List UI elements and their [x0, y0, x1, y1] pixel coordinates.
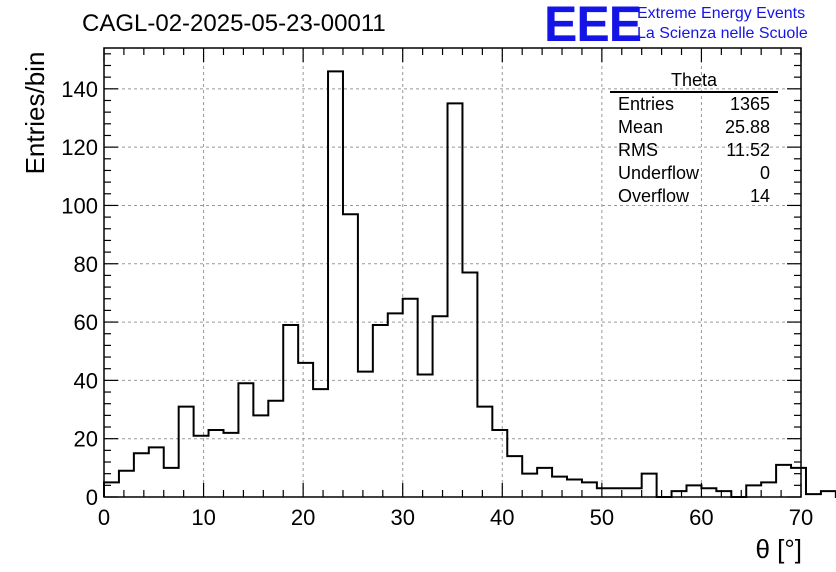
histogram-bin [597, 488, 612, 497]
stats-value: 14 [749, 186, 770, 206]
histogram-bin [761, 482, 776, 497]
histogram-bin [358, 372, 373, 497]
histogram-bin [283, 325, 298, 497]
y-tick-label: 0 [86, 485, 98, 510]
chart-title: CAGL-02-2025-05-23-00011 [82, 10, 386, 37]
histogram-bin [313, 389, 328, 497]
stats-label: Entries [618, 94, 675, 114]
y-tick-label: 80 [74, 252, 98, 277]
x-tick-label: 40 [490, 505, 514, 530]
eee-logo: EEE [544, 0, 642, 52]
x-tick-label: 70 [789, 505, 813, 530]
stats-value: 0 [759, 163, 770, 183]
stats-row: Entries 1365 [610, 93, 778, 116]
histogram-bin [612, 488, 627, 497]
histogram-bin [328, 71, 343, 497]
y-tick-label: 120 [61, 135, 98, 160]
stats-box: Theta Entries 1365 Mean 25.88 RMS 11.52 Und… [610, 70, 778, 208]
y-tick-label: 100 [61, 193, 98, 218]
histogram-bin [582, 482, 597, 497]
stats-label: RMS [618, 140, 658, 160]
histogram-bin [448, 103, 463, 497]
x-axis-label: θ [°] [755, 534, 802, 564]
y-tick-label: 20 [74, 427, 98, 452]
plot-frame [103, 47, 802, 498]
stats-row: Underflow 0 [610, 162, 778, 185]
histogram-bin [492, 430, 507, 497]
histogram-bin [104, 482, 119, 497]
histogram-bin [686, 485, 701, 497]
histogram-bars [103, 70, 836, 498]
stats-value: 1365 [729, 94, 770, 114]
histogram-bin [477, 407, 492, 497]
histogram-bin [209, 430, 224, 497]
histogram-outline [103, 70, 836, 498]
axis-ticks [103, 48, 802, 498]
histogram-bin [388, 313, 403, 497]
histogram-bin [298, 363, 313, 497]
x-tick-label: 50 [590, 505, 614, 530]
histogram-bin [791, 468, 806, 497]
grid-lines [104, 48, 801, 497]
histogram-bin [746, 485, 761, 497]
histogram-bin [567, 480, 582, 497]
x-tick-label: 0 [98, 505, 110, 530]
y-axis-label: Entries/bin [20, 51, 50, 175]
logo-caption: Extreme Energy Events La Scienza nelle S… [637, 4, 808, 44]
histogram-bin [418, 375, 433, 497]
x-tick-label: 30 [390, 505, 414, 530]
logo-line-1: Extreme Energy Events [637, 5, 806, 22]
histogram-bin [627, 488, 642, 497]
histogram-bin [119, 471, 134, 497]
histogram-bin [268, 401, 283, 497]
histogram-bin [552, 477, 567, 497]
stats-title: Theta [610, 70, 778, 93]
histogram-bin [343, 214, 358, 497]
histogram-bin [507, 456, 522, 497]
histogram-bin [462, 273, 477, 498]
stats-value: 25.88 [724, 117, 770, 137]
x-tick-label: 10 [191, 505, 215, 530]
histogram-bin [776, 465, 791, 497]
histogram-bin [403, 299, 418, 497]
histogram-bin [373, 325, 388, 497]
histogram-bin [433, 316, 448, 497]
histogram-bin [642, 474, 657, 497]
histogram-bin [164, 468, 179, 497]
histogram-bin [701, 488, 716, 497]
plot-frame-rect [103, 47, 802, 498]
stats-row: RMS 11.52 [610, 139, 778, 162]
stats-label: Mean [618, 117, 664, 137]
y-tick-label: 60 [74, 310, 98, 335]
stats-row: Overflow 14 [610, 185, 778, 208]
histogram-bin [179, 407, 194, 497]
x-tick-label: 60 [689, 505, 713, 530]
logo-line-2: La Scienza nelle Scuole [637, 25, 808, 42]
histogram-bin [149, 447, 164, 497]
stats-value: 11.52 [726, 140, 770, 160]
histogram-bin [522, 474, 537, 497]
x-tick-label: 20 [291, 505, 315, 530]
stats-label: Underflow [618, 163, 700, 183]
stats-label: Overflow [618, 186, 690, 206]
y-tick-label: 140 [61, 77, 98, 102]
histogram-bin [537, 468, 552, 497]
histogram-bin [134, 453, 149, 497]
y-tick-label: 40 [74, 368, 98, 393]
stats-row: Mean 25.88 [610, 116, 778, 139]
histogram-bin [238, 383, 253, 497]
histogram-bin [253, 415, 268, 497]
histogram-bin [194, 436, 209, 497]
histogram-bin [223, 433, 238, 497]
